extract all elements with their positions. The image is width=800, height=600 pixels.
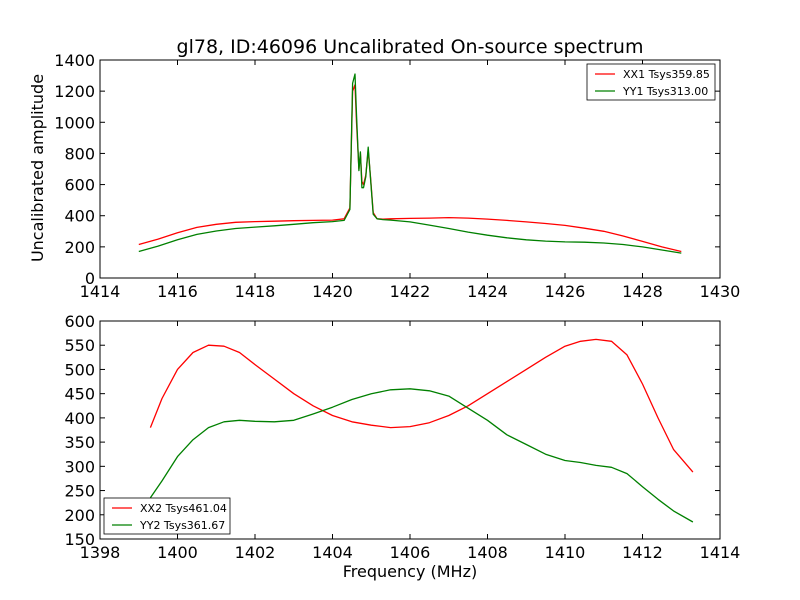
y-tick-label: 1400 <box>54 51 95 70</box>
legend-label: XX2 Tsys461.04 <box>140 502 227 515</box>
x-tick-label: 1412 <box>622 543 663 562</box>
x-tick-label: 1400 <box>157 543 198 562</box>
y-tick-label: 600 <box>64 176 95 195</box>
bottom-plot-panel: 1398 1400 1402 1404 1406 1408 1410 1412 1414 150 2… <box>64 312 740 562</box>
y-tick-label: 400 <box>64 409 95 428</box>
legend-box <box>586 63 716 101</box>
x-tick-label: 1422 <box>390 282 431 301</box>
x-tick-label: 1402 <box>235 543 276 562</box>
legend: XX1 Tsys359.85 YY1 Tsys313.00 <box>586 63 716 101</box>
x-tick-label: 1430 <box>700 282 741 301</box>
y-tick-label: 1200 <box>54 82 95 101</box>
x-tick-label: 1428 <box>622 282 663 301</box>
x-tick-label: 1398 <box>80 543 121 562</box>
y-tick-label: 400 <box>64 207 95 226</box>
y-tick-label: 500 <box>64 360 95 379</box>
x-tick-label: 1416 <box>157 282 198 301</box>
x-tick-label: 1408 <box>467 543 508 562</box>
series-line-1-0 <box>149 338 694 473</box>
y-tick-label: 300 <box>64 457 95 476</box>
legend-label: YY2 Tsys361.67 <box>139 519 225 532</box>
series-line-0-0 <box>138 84 682 253</box>
x-tick-label: 1418 <box>235 282 276 301</box>
x-tick-label: 1414 <box>700 543 741 562</box>
y-tick-label: 150 <box>64 530 95 549</box>
x-tick-label: 1420 <box>312 282 353 301</box>
x-tick-label: 1410 <box>545 543 586 562</box>
legend-label: YY1 Tsys313.00 <box>622 85 708 98</box>
bottom-xlabel: Frequency (MHz) <box>343 562 477 581</box>
series-line-0-1 <box>138 73 682 254</box>
y-tick-label: 600 <box>64 312 95 331</box>
y-tick-label: 550 <box>64 336 95 355</box>
x-tick-label: 1406 <box>390 543 431 562</box>
y-tick-label: 1000 <box>54 113 95 132</box>
y-tick-label: 350 <box>64 433 95 452</box>
legend-box <box>103 497 231 535</box>
y-tick-label: 0 <box>85 269 95 288</box>
y-tick-label: 800 <box>64 144 95 163</box>
chart-title: gl78, ID:46096 Uncalibrated On-source sp… <box>177 36 644 58</box>
x-tick-label: 1426 <box>545 282 586 301</box>
legend: XX2 Tsys461.04 YY2 Tsys361.67 <box>103 497 231 535</box>
top-plot-panel: 1414 1416 1418 1420 1422 1424 1426 1428 1430 0 200… <box>54 51 740 301</box>
series-line-1-1 <box>149 388 694 523</box>
x-tick-label: 1414 <box>80 282 121 301</box>
y-tick-label: 200 <box>64 238 95 257</box>
legend-label: XX1 Tsys359.85 <box>623 68 710 81</box>
y-tick-label: 450 <box>64 385 95 404</box>
y-tick-label: 250 <box>64 482 95 501</box>
x-tick-label: 1404 <box>312 543 353 562</box>
top-ylabel: Uncalibrated amplitude <box>28 74 47 262</box>
x-tick-label: 1424 <box>467 282 508 301</box>
y-tick-label: 200 <box>64 506 95 525</box>
